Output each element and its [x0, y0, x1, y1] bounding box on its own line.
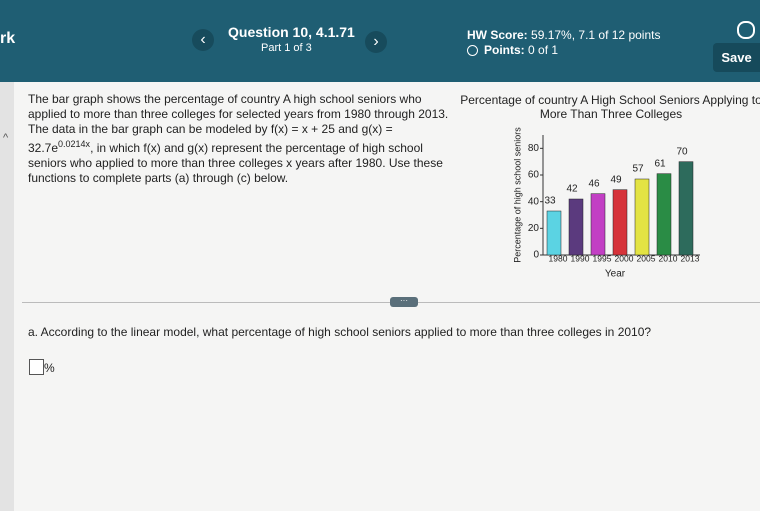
bar [546, 210, 562, 256]
unit: % [44, 361, 55, 375]
x-tick-label: 1980 [549, 253, 568, 263]
x-tick-label: 2013 [681, 253, 700, 263]
bar [656, 173, 672, 256]
expand-button[interactable]: ··· [390, 297, 418, 307]
y-axis-label: Percentage of high school seniors [512, 127, 522, 263]
hw-score-label: HW Score: [467, 28, 528, 42]
y-tick-label: 0 [533, 250, 539, 261]
value-label: 33 [544, 196, 556, 207]
save-button[interactable]: Save [713, 43, 760, 72]
question-text: a. According to the linear model, what p… [28, 325, 652, 339]
x-tick-label: 1990 [571, 253, 590, 263]
points-label: Points: [484, 43, 525, 57]
sidebar: ^ [0, 82, 14, 511]
g-expression: g(x) = 32.7e [28, 122, 393, 155]
problem-text: The bar graph shows the percentage of co… [28, 92, 456, 186]
settings-icon[interactable] [737, 21, 755, 39]
question-title: Question 10, 4.1.71 [228, 24, 355, 40]
rest: , in which f(x) and g(x) represent the p… [28, 141, 443, 185]
points: Points: 0 of 1 [467, 43, 558, 57]
f-expression: f(x) = x + 25 [270, 122, 335, 136]
prev-button[interactable]: ‹ [192, 29, 214, 51]
x-tick-label: 2005 [637, 253, 656, 263]
value-label: 46 [588, 178, 600, 189]
value-label: 61 [654, 158, 666, 169]
bar [590, 193, 606, 256]
radio [467, 45, 478, 56]
part: Part 1 of 3 [261, 42, 312, 54]
hw-score: HW Score: 59.17%, 7.1 of 12 points [467, 28, 660, 42]
x-tick-label: 1995 [593, 253, 612, 263]
x-tick-label: 2010 [659, 253, 678, 263]
y-tick-label: 40 [528, 196, 540, 207]
value-label: 42 [566, 184, 578, 195]
bar [568, 198, 584, 256]
collapse-icon[interactable]: ^ [3, 132, 9, 144]
bar [634, 178, 650, 256]
bar [612, 189, 628, 256]
y-tick-label: 20 [528, 223, 540, 234]
header: rk ‹ Question 10, 4.1.71 Part 1 of 3 › H… [0, 0, 760, 82]
nav-label: rk [0, 30, 16, 47]
conjunction: and [334, 122, 362, 136]
value-label: 57 [632, 164, 644, 175]
intro: The bar graph shows the percentage of co… [28, 92, 449, 136]
x-tick-label: 2000 [615, 253, 634, 263]
points-value: 0 of 1 [528, 43, 559, 57]
answer-input[interactable] [29, 359, 44, 375]
chart-title: Percentage of country A High School Seni… [460, 93, 760, 121]
answer: % [29, 359, 55, 375]
value-label: 70 [676, 146, 688, 157]
y-tick-label: 60 [528, 170, 540, 181]
chart: 0 20 40 60 80 Percentage of high school senio… [512, 127, 700, 280]
y-tick-label: 80 [528, 143, 540, 154]
x-axis-label: Year [605, 269, 626, 280]
next-button[interactable]: › [365, 31, 387, 53]
value-label: 49 [610, 174, 622, 185]
hw-score-value: 59.17%, 7.1 of 12 points [531, 28, 661, 42]
g-exponent: 0.0214x [58, 139, 91, 149]
bar [678, 161, 694, 256]
